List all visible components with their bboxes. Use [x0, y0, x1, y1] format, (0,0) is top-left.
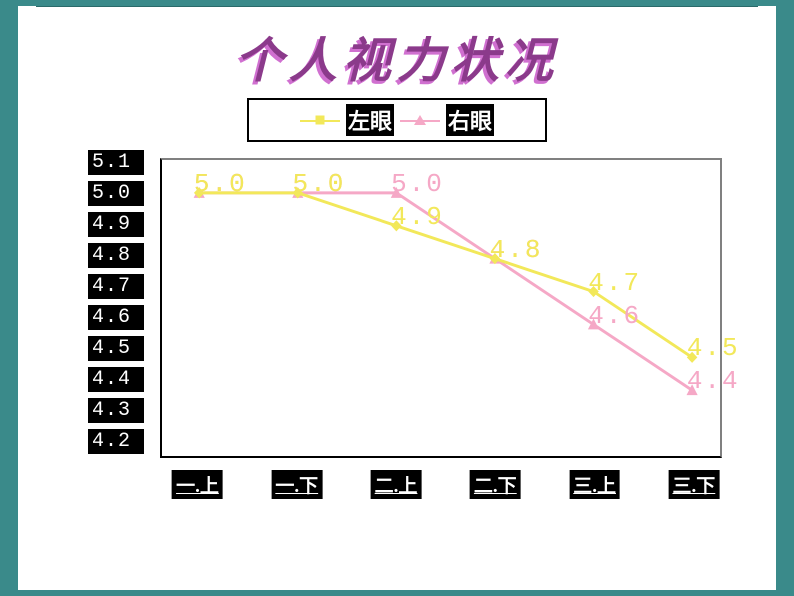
y-tick-label: 5.0 [88, 181, 144, 206]
title: 个人视力状况 个人视力状况 [54, 12, 740, 88]
legend: 左眼 右眼 [247, 98, 547, 142]
slide-inner: 个人视力状况 个人视力状况 左眼 右眼 5.15.04.94.84.74.64.… [54, 12, 740, 584]
legend-label-left: 左眼 [346, 104, 394, 136]
y-tick-label: 4.4 [88, 367, 144, 392]
y-tick-label: 4.8 [88, 243, 144, 268]
value-label-left: 4.5 [687, 333, 740, 363]
y-tick-label: 4.7 [88, 274, 144, 299]
y-tick-label: 4.3 [88, 398, 144, 423]
x-axis-labels: 一.上 一.下 二.上 二.下 三.上 三.下 [160, 470, 722, 510]
legend-label-right: 右眼 [446, 104, 494, 136]
x-tick-label: 一.上 [172, 470, 223, 499]
value-label-left: 4.9 [391, 202, 444, 232]
y-tick-label: 4.5 [88, 336, 144, 361]
x-tick-label: 二.下 [470, 470, 521, 499]
value-label-right: 4.6 [588, 301, 641, 331]
value-label-left: 4.8 [490, 235, 543, 265]
x-tick-label: 二.上 [371, 470, 422, 499]
x-tick-label: 一.下 [271, 470, 322, 499]
legend-swatch-left [300, 112, 340, 128]
legend-swatch-right [400, 112, 440, 128]
x-tick-label: 三.上 [569, 470, 620, 499]
value-label-left: 5.0 [194, 169, 247, 199]
value-label-left: 4.7 [588, 268, 641, 298]
slide-frame: 个人视力状况 个人视力状况 左眼 右眼 5.15.04.94.84.74.64.… [0, 0, 794, 596]
value-label-left: 5.0 [292, 169, 345, 199]
chart: 5.15.04.94.84.74.64.54.44.34.2 5.05.05.0… [88, 150, 726, 510]
x-tick-label: 三.下 [669, 470, 720, 499]
y-tick-label: 4.9 [88, 212, 144, 237]
plot-area: 5.05.05.04.84.64.45.05.04.94.84.74.5 [160, 158, 722, 458]
y-tick-label: 4.2 [88, 429, 144, 454]
title-main: 个人视力状况 [54, 21, 740, 91]
y-tick-label: 4.6 [88, 305, 144, 330]
y-tick-label: 5.1 [88, 150, 144, 175]
value-label-right: 5.0 [391, 169, 444, 199]
y-axis-labels: 5.1 5.0 4.9 4.8 4.7 4.6 4.5 4.4 4.3 4.2 [88, 150, 152, 460]
value-label-right: 4.4 [687, 366, 740, 396]
